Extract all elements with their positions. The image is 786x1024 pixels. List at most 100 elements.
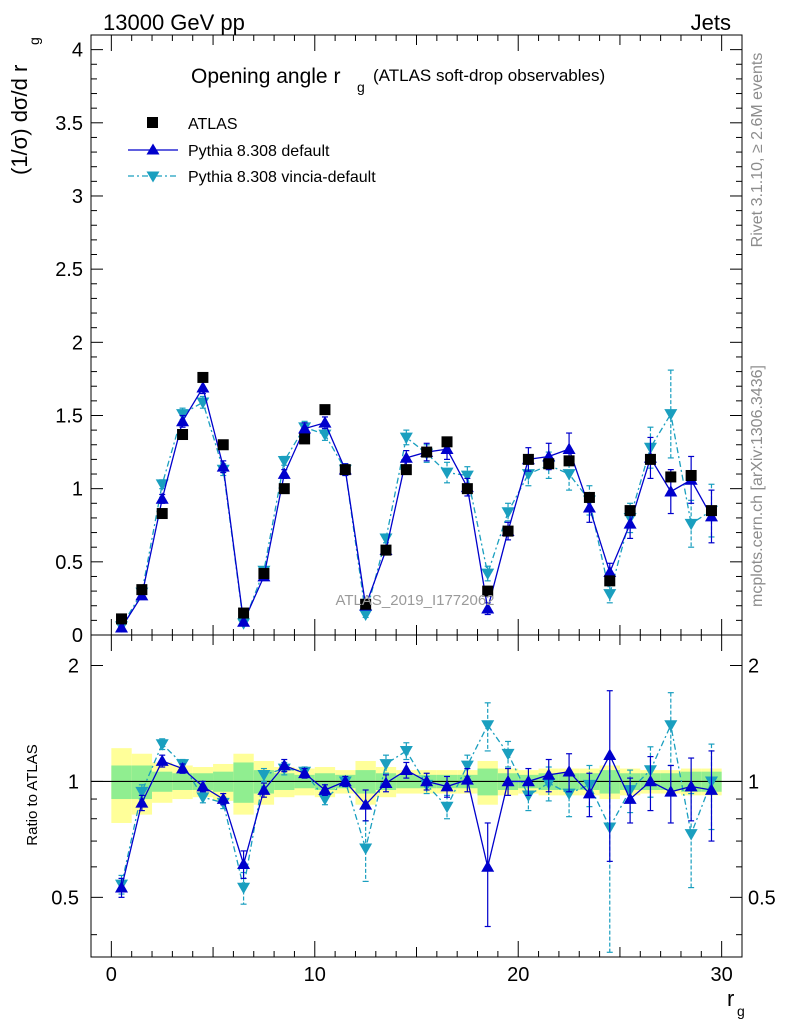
mcplots-note: mcplots.cern.ch [arXiv:1306.3436]: [749, 365, 766, 607]
plot-title-suffix: (ATLAS soft-drop observables): [373, 66, 605, 85]
y-axis-label: (1/σ) dσ/d r g: [7, 37, 42, 175]
ratio-default-point-marker: [582, 787, 596, 799]
atlas-point: [522, 453, 534, 465]
uncertainty-band-inner: [111, 765, 132, 800]
ratio-vincia-point-marker: [257, 769, 271, 782]
default-point-marker: [216, 460, 230, 472]
default-point-marker: [440, 442, 454, 455]
ratio-y-tick-label-right: 0.5: [748, 887, 776, 909]
default-point-marker: [155, 492, 169, 504]
atlas-point: [339, 464, 351, 476]
watermark: ATLAS_2019_I1772062: [335, 592, 494, 609]
ratio-vincia-point-marker: [521, 790, 535, 802]
ratio-default-point-marker: [359, 798, 373, 810]
ratio-y-label: Ratio to ATLAS: [24, 744, 41, 845]
bottom-marks: [115, 690, 718, 953]
y-axis-label-subscript: g: [26, 37, 42, 45]
ratio-default-point-marker: [562, 765, 576, 777]
ratio-vincia-point-marker: [481, 720, 495, 732]
y-tick-label: 1: [72, 479, 83, 501]
vincia-point-marker: [460, 470, 474, 482]
atlas-point: [624, 505, 636, 517]
legend-marker-atlas: [147, 117, 158, 128]
ratio-default-point-marker: [542, 768, 556, 780]
ratio-default-point-marker: [216, 792, 230, 804]
x-axis-label: r g: [727, 986, 745, 1019]
ratio-default-point-marker: [237, 857, 251, 869]
ratio-vincia-point-marker: [318, 794, 332, 806]
ratio-default-point-marker: [481, 860, 495, 872]
y-tick-label: 4: [72, 40, 83, 62]
plot-title: Opening angle r g (ATLAS soft-drop obser…: [191, 65, 605, 95]
ratio-vincia-point-marker: [460, 760, 474, 772]
default-point-marker: [582, 501, 596, 513]
atlas-point: [238, 607, 250, 619]
atlas-point: [502, 525, 514, 537]
top-axes: 0 0.5 1 1.5 2 2.5 3 3.5 4: [55, 35, 742, 647]
atlas-point: [258, 568, 270, 580]
atlas-point: [116, 613, 128, 625]
ratio-default-point-marker: [420, 774, 434, 787]
y-tick-label: 3.5: [55, 113, 83, 135]
ratio-default-point-line: [120, 753, 712, 888]
ratio-vincia-point-marker: [501, 748, 515, 761]
x-axis-label-main: r: [727, 986, 734, 1011]
ratio-vincia-point-marker: [379, 759, 393, 771]
bottom-panel: 0.5 0.51 12 20 10 20 30 Ratio to ATLAS r g: [24, 634, 776, 1019]
atlas-point: [177, 429, 189, 441]
default-point-marker: [481, 602, 495, 614]
ratio-default-point-marker: [664, 785, 678, 797]
vincia-point-marker: [501, 507, 515, 519]
ratio-vincia-point-marker: [399, 746, 413, 758]
ratio-default-point-marker: [643, 774, 657, 787]
y-axis-label-main: (1/σ) dσ/d r: [7, 65, 32, 175]
x-tick-label: 10: [304, 964, 326, 986]
atlas-point: [197, 371, 209, 383]
ratio-default-point-marker: [155, 754, 169, 766]
vincia-point-marker: [562, 469, 576, 481]
y-tick-label: 0: [72, 625, 83, 647]
atlas-point: [156, 508, 168, 520]
ratio-vincia-point-line: [120, 722, 713, 888]
atlas-point: [482, 585, 494, 597]
default-point-marker: [298, 422, 312, 434]
vincia-point-marker: [603, 589, 617, 601]
ratio-default-point-marker: [521, 774, 535, 787]
ratio-y-tick-label: 1: [68, 771, 79, 793]
vincia-point-marker: [379, 533, 393, 545]
ratio-default-point-marker: [623, 792, 637, 804]
uncertainty-band-inner: [233, 762, 254, 803]
ratio-default-point-marker: [460, 773, 474, 785]
atlas-point: [217, 439, 229, 451]
legend-marker-vincia: [146, 171, 160, 183]
vincia-point-marker: [399, 432, 413, 444]
default-point-marker: [603, 565, 617, 577]
default-point-marker: [562, 442, 576, 455]
vincia-point-marker: [318, 429, 332, 442]
atlas-point: [441, 436, 453, 448]
vincia-point-marker: [684, 518, 698, 531]
atlas-point: [665, 471, 677, 483]
default-point-marker: [277, 467, 291, 479]
ratio-default-point-marker: [115, 881, 129, 893]
ratio-vincia-point-marker: [237, 882, 251, 895]
vincia-point-marker: [155, 479, 169, 491]
ratio-vincia-point-marker: [664, 720, 678, 732]
atlas-point: [604, 575, 616, 587]
atlas-point: [136, 584, 148, 596]
legend-marker-default: [146, 143, 160, 155]
default-point-marker: [176, 414, 190, 427]
header: 13000 GeV pp Jets: [103, 10, 731, 35]
plot-title-main: Opening angle r: [191, 65, 340, 88]
ratio-default-point-marker: [298, 766, 312, 779]
ratio-vincia-point-marker: [359, 843, 373, 855]
y-tick-label: 2.5: [55, 259, 83, 281]
atlas-point: [563, 455, 575, 467]
atlas-point: [461, 483, 473, 495]
default-point-line: [120, 386, 713, 629]
default-point-marker: [664, 485, 678, 497]
x-tick-label: 0: [106, 964, 117, 986]
ratio-vincia-point-marker: [684, 829, 698, 841]
ratio-vincia-point-marker: [135, 786, 149, 799]
